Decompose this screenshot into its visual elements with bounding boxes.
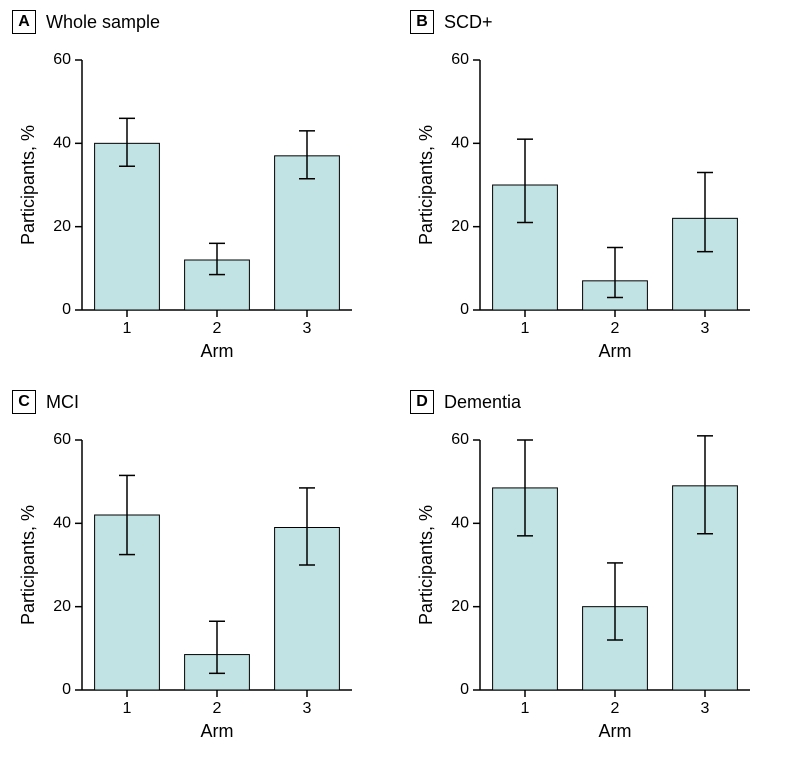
- panel-a: A Whole sample 0 20 40 60 1 2 3 Arm Participants…: [12, 10, 392, 370]
- chart-svg: 0 20 40 60 1 2 3 Arm Participants, %: [410, 420, 790, 750]
- ytick-label: 0: [460, 301, 469, 318]
- y-axis-label: Participants, %: [18, 505, 38, 625]
- panel-a-header: A Whole sample: [12, 10, 392, 34]
- xtick-label: 1: [521, 700, 530, 717]
- figure-grid: A Whole sample 0204060123ArmParticipants…: [0, 0, 794, 761]
- ytick-label: 0: [62, 681, 71, 698]
- panel-b-plot: 0 20 40 60 1 2 3 Arm Participants, %: [410, 40, 790, 370]
- chart-svg: 0 20 40 60 1 2 3 Arm Participants, %: [12, 40, 392, 370]
- ytick-label: 40: [53, 515, 71, 532]
- xtick-label: 2: [611, 320, 620, 337]
- panel-c-letter: C: [12, 390, 36, 414]
- chart-svg: 0 20 40 60 1 2 3 Arm Participants, %: [12, 420, 392, 750]
- ytick-label: 60: [451, 51, 469, 68]
- panel-c-title: MCI: [46, 392, 79, 413]
- panel-a-title: Whole sample: [46, 12, 160, 33]
- ytick-label: 20: [451, 598, 469, 615]
- xtick-label: 2: [213, 320, 222, 337]
- panel-a-letter: A: [12, 10, 36, 34]
- ytick-label: 0: [62, 301, 71, 318]
- y-axis-label: Participants, %: [416, 505, 436, 625]
- panel-b-letter: B: [410, 10, 434, 34]
- chart-svg: 0 20 40 60 1 2 3 Arm Participants, %: [410, 40, 790, 370]
- ytick-label: 0: [460, 681, 469, 698]
- xtick-label: 3: [303, 320, 312, 337]
- xtick-label: 3: [701, 320, 710, 337]
- bar: [95, 143, 160, 310]
- panel-d-header: D Dementia: [410, 390, 790, 414]
- xtick-label: 3: [303, 700, 312, 717]
- y-axis-label: Participants, %: [18, 125, 38, 245]
- panel-b-title: SCD+: [444, 12, 493, 33]
- panel-b-header: B SCD+: [410, 10, 790, 34]
- xtick-label: 2: [213, 700, 222, 717]
- panel-b: B SCD+ 0 20 40 60 1 2 3 Arm Participants, %: [410, 10, 790, 370]
- ytick-label: 60: [53, 51, 71, 68]
- xtick-label: 1: [521, 320, 530, 337]
- ytick-label: 20: [451, 218, 469, 235]
- panel-d-title: Dementia: [444, 392, 521, 413]
- ytick-label: 20: [53, 218, 71, 235]
- ytick-label: 40: [53, 135, 71, 152]
- x-axis-label: Arm: [201, 341, 234, 361]
- panel-c-header: C MCI: [12, 390, 392, 414]
- ytick-label: 20: [53, 598, 71, 615]
- ytick-label: 60: [451, 431, 469, 448]
- x-axis-label: Arm: [599, 721, 632, 741]
- ytick-label: 40: [451, 515, 469, 532]
- x-axis-label: Arm: [201, 721, 234, 741]
- xtick-label: 3: [701, 700, 710, 717]
- panel-d: D Dementia 0 20 40 60 1 2 3 Arm Participants, %: [410, 390, 790, 750]
- x-axis-label: Arm: [599, 341, 632, 361]
- panel-c-plot: 0 20 40 60 1 2 3 Arm Participants, %: [12, 420, 392, 750]
- xtick-label: 1: [123, 700, 132, 717]
- xtick-label: 1: [123, 320, 132, 337]
- panel-d-plot: 0 20 40 60 1 2 3 Arm Participants, %: [410, 420, 790, 750]
- panel-d-letter: D: [410, 390, 434, 414]
- panel-a-plot: 0 20 40 60 1 2 3 Arm Participants, %: [12, 40, 392, 370]
- y-axis-label: Participants, %: [416, 125, 436, 245]
- ytick-label: 40: [451, 135, 469, 152]
- ytick-label: 60: [53, 431, 71, 448]
- xtick-label: 2: [611, 700, 620, 717]
- panel-c: C MCI 0 20 40 60 1 2 3 Arm Participants, %: [12, 390, 392, 750]
